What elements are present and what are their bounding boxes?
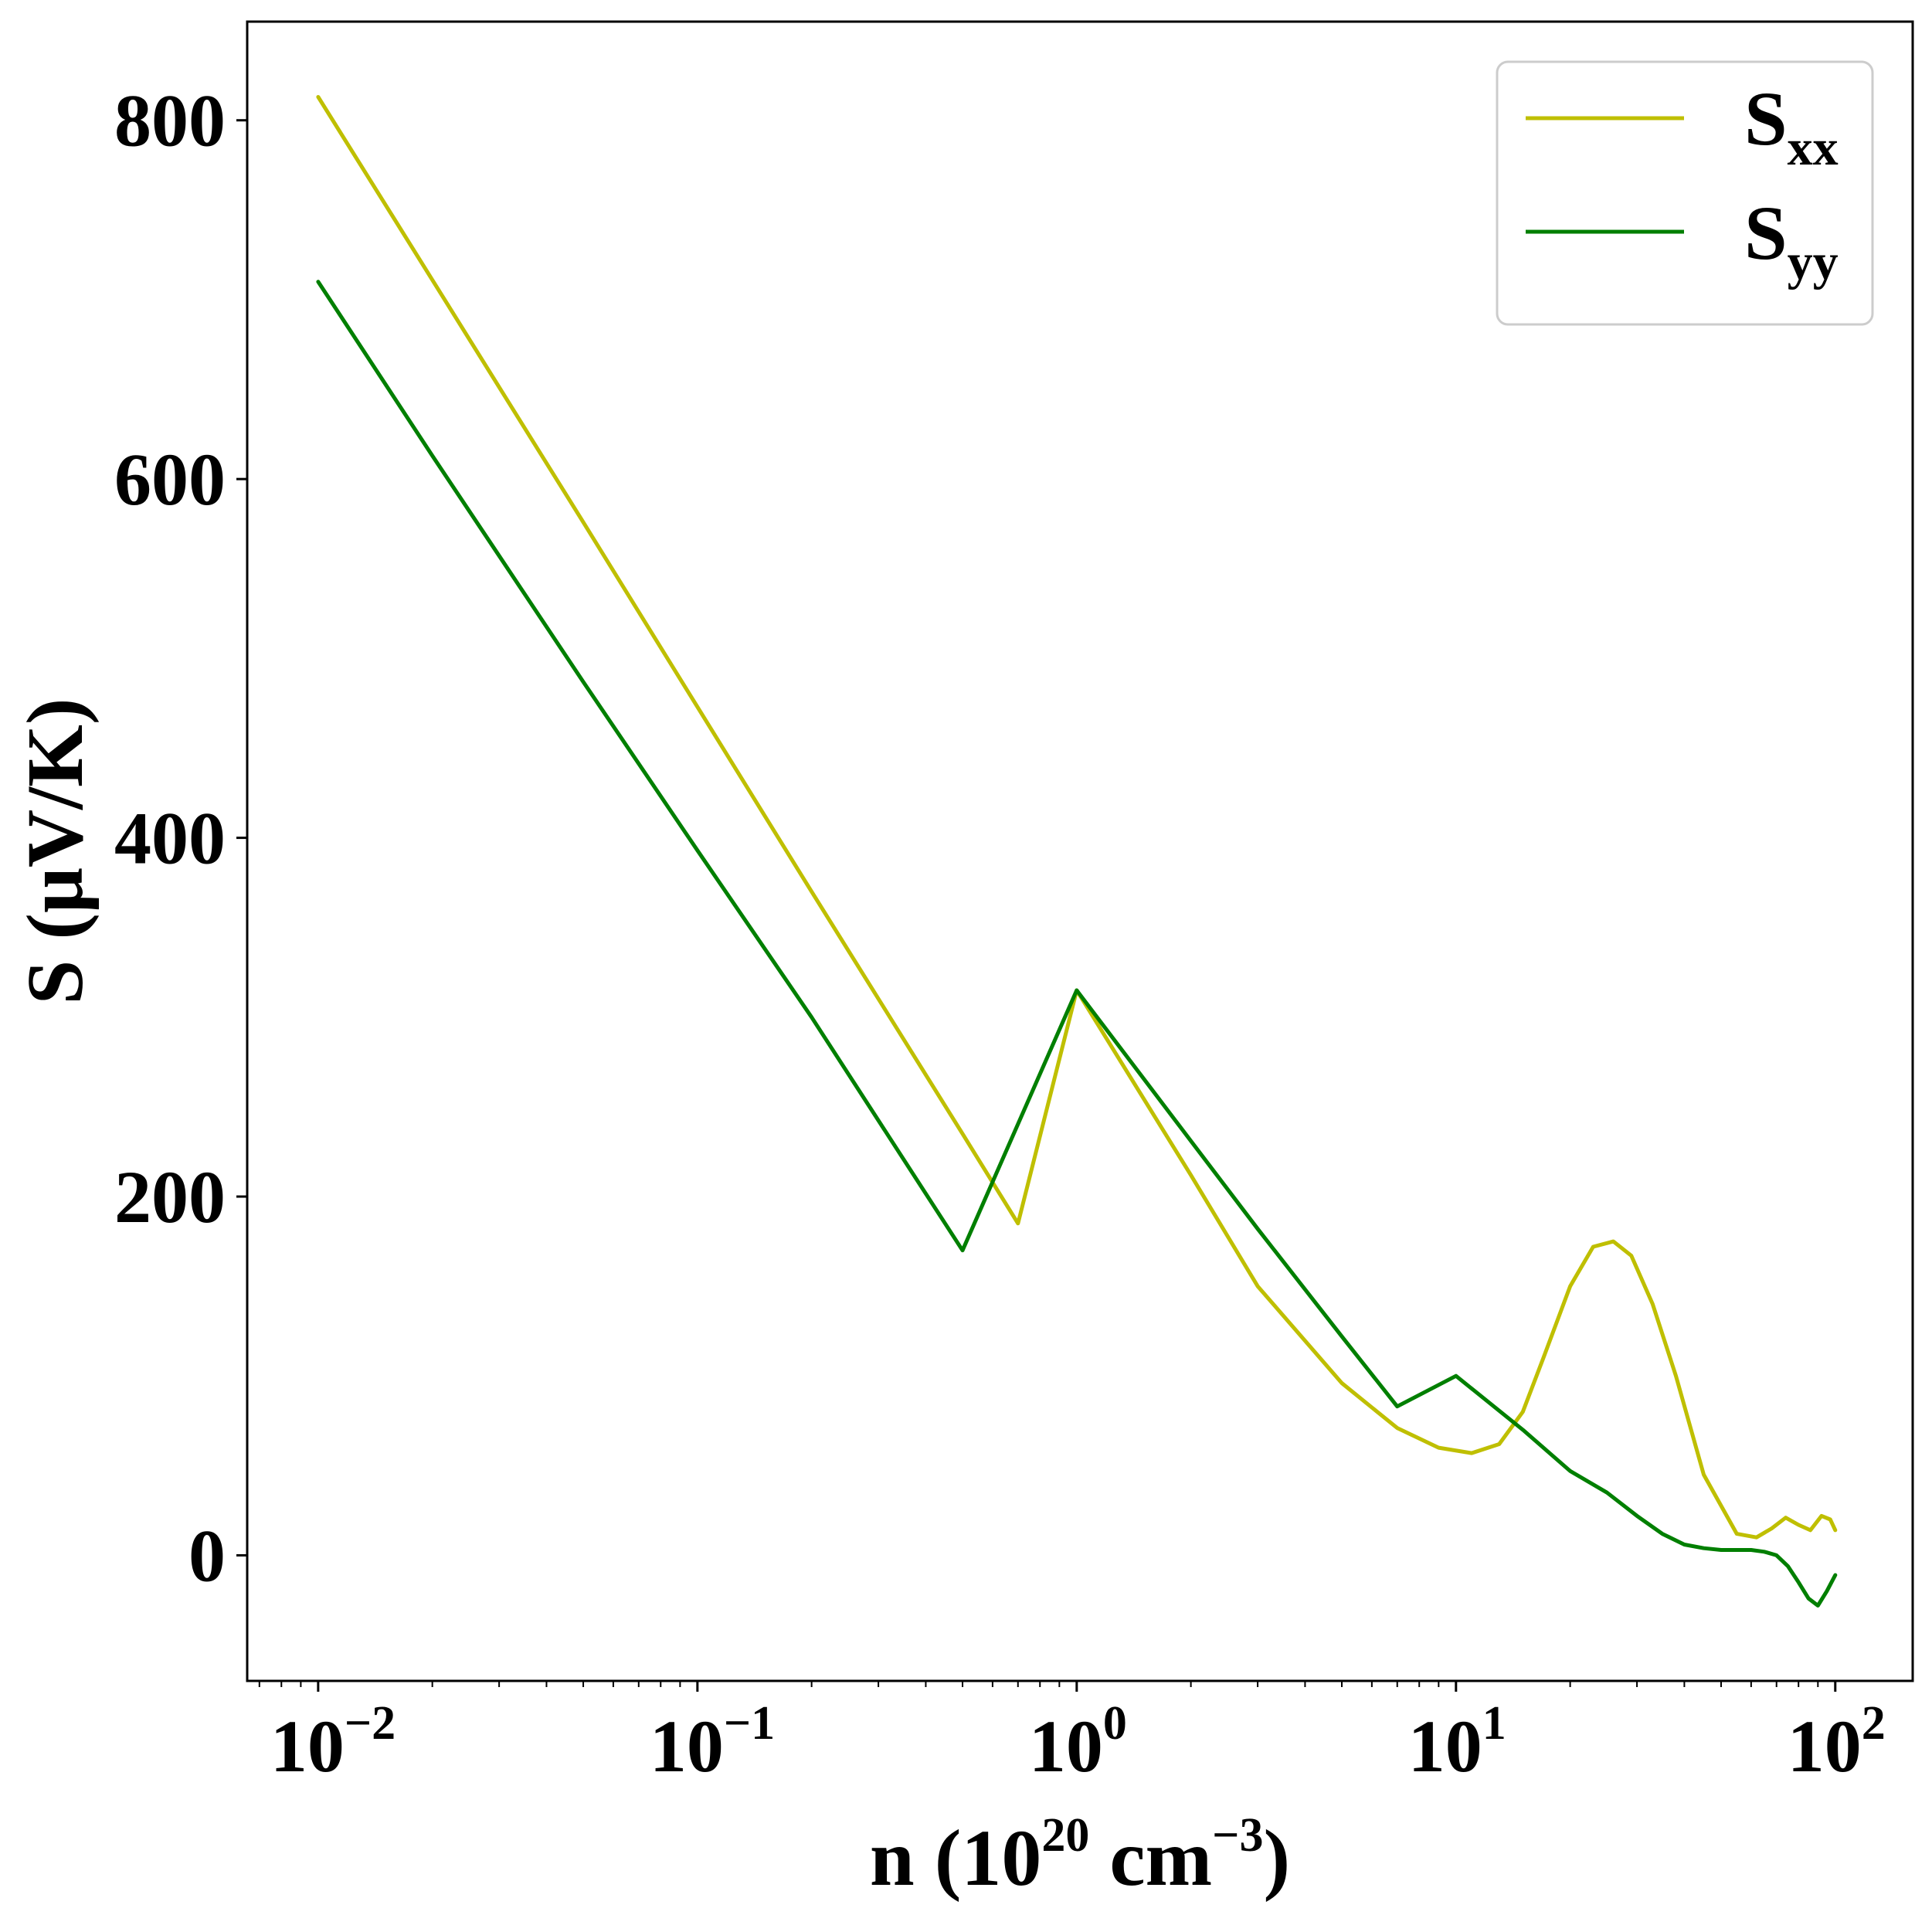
x-tick-label-base-0: 10 [270, 1705, 345, 1788]
series-line-xx [316, 95, 1838, 1540]
x-axis-ticks: 10−2 10−1 100 101 102 [258, 1681, 1886, 1788]
x-tick-label-exp-4: 2 [1862, 1697, 1886, 1750]
x-tick-label-exp-3: 1 [1482, 1697, 1506, 1750]
legend-label-sxx-sub: xx [1788, 120, 1839, 176]
x-tick-label-exp-2: 0 [1103, 1697, 1127, 1750]
legend-box [1496, 60, 1874, 326]
legend-label-sxx: Sxx [1744, 76, 1839, 176]
series-layer [316, 95, 1838, 1608]
x-tick-label-1: 10−1 [650, 1697, 775, 1788]
x-tick-label-exp-0: −2 [345, 1697, 396, 1750]
x-axis-label-end: ) [1263, 1814, 1290, 1903]
x-axis-label-mid: cm [1089, 1814, 1212, 1903]
x-axis-label-main: n (10 [870, 1814, 1041, 1903]
x-tick-label-exp-1: −1 [724, 1697, 775, 1750]
plot-frame [246, 20, 1914, 1682]
legend-label-syy: Syy [1744, 190, 1839, 290]
x-tick-label-2: 100 [1029, 1697, 1127, 1788]
x-tick-label-base-1: 10 [650, 1705, 724, 1788]
legend-label-syy-main: S [1744, 190, 1788, 276]
y-tick-label-600: 600 [114, 438, 226, 521]
legend-label-syy-sub: yy [1788, 234, 1839, 290]
x-tick-label-base-3: 10 [1408, 1705, 1482, 1788]
x-axis-label: n (1020 cm−3) [870, 1809, 1290, 1903]
x-tick-label-3: 101 [1408, 1697, 1506, 1788]
legend-label-sxx-main: S [1744, 76, 1788, 161]
y-axis-label: S (μV/K) [11, 698, 100, 1005]
y-tick-label-800: 800 [114, 80, 226, 162]
legend: Sxx Syy [1496, 60, 1874, 326]
x-tick-label-base-4: 10 [1788, 1705, 1862, 1788]
x-axis-label-exp1: 20 [1041, 1809, 1089, 1862]
x-axis-label-exp2: −3 [1212, 1809, 1263, 1862]
y-tick-label-400: 400 [114, 797, 226, 880]
y-axis-ticks: 0 200 400 600 800 [114, 80, 247, 1597]
series-line-yy [316, 280, 1838, 1608]
x-tick-label-4: 102 [1788, 1697, 1886, 1788]
y-tick-label-200: 200 [114, 1156, 226, 1238]
x-tick-label-base-2: 10 [1029, 1705, 1103, 1788]
y-tick-label-0: 0 [188, 1514, 226, 1597]
x-tick-label-0: 10−2 [270, 1697, 396, 1788]
